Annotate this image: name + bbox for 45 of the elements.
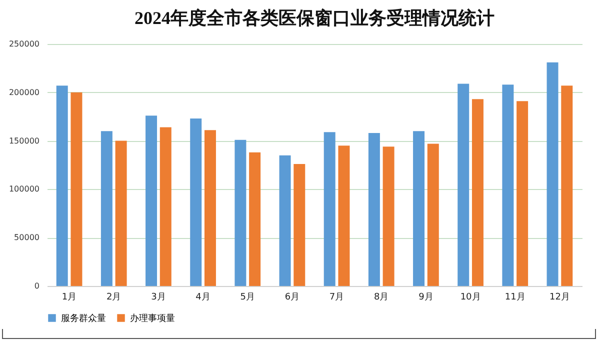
x-tick-label: 3月 [151, 292, 166, 302]
x-tick-label: 6月 [284, 292, 300, 302]
x-tick-label: 10月 [460, 292, 481, 302]
x-tick-label: 2月 [106, 292, 122, 302]
y-tick-label: 100000 [8, 184, 40, 194]
x-tick-label: 4月 [196, 292, 210, 302]
bar [472, 99, 484, 286]
bar [561, 86, 573, 286]
y-tick-label: 0 [34, 282, 40, 290]
bar [502, 84, 514, 286]
chart-title: 2024年度全市各类医保窗口业务受理情况统计 [134, 8, 494, 28]
bar [204, 130, 216, 286]
y-tick-label: 150000 [8, 136, 40, 146]
bar [546, 62, 558, 286]
bar [56, 86, 68, 286]
bar [368, 133, 380, 286]
legend-label: 服务群众量 [61, 313, 106, 324]
bar [324, 132, 336, 286]
x-tick-label: 7月 [329, 292, 344, 302]
x-tick-label: 1月 [62, 292, 77, 302]
bar [279, 155, 291, 286]
bar [382, 146, 394, 286]
bar [100, 131, 112, 286]
bar [160, 127, 172, 286]
bar [146, 116, 158, 286]
bar [249, 152, 261, 286]
y-tick-label: 250000 [8, 40, 40, 48]
x-tick-label: 8月 [374, 292, 389, 302]
bar [458, 84, 470, 286]
bar [413, 131, 425, 286]
x-tick-label: 12月 [549, 292, 570, 302]
bar [70, 92, 82, 286]
bar [190, 118, 202, 286]
bar [516, 101, 528, 286]
x-tick-label: 9月 [418, 292, 434, 302]
bar [338, 146, 350, 286]
bar [294, 164, 306, 286]
y-tick-label: 50000 [14, 233, 40, 242]
x-tick-label: 11月 [504, 292, 526, 302]
bar [427, 144, 439, 286]
legend-label: 办理事项量 [130, 313, 175, 324]
x-tick-label: 5月 [240, 292, 255, 302]
bar [115, 140, 127, 286]
y-tick-label: 200000 [8, 88, 40, 97]
bar [234, 140, 246, 286]
